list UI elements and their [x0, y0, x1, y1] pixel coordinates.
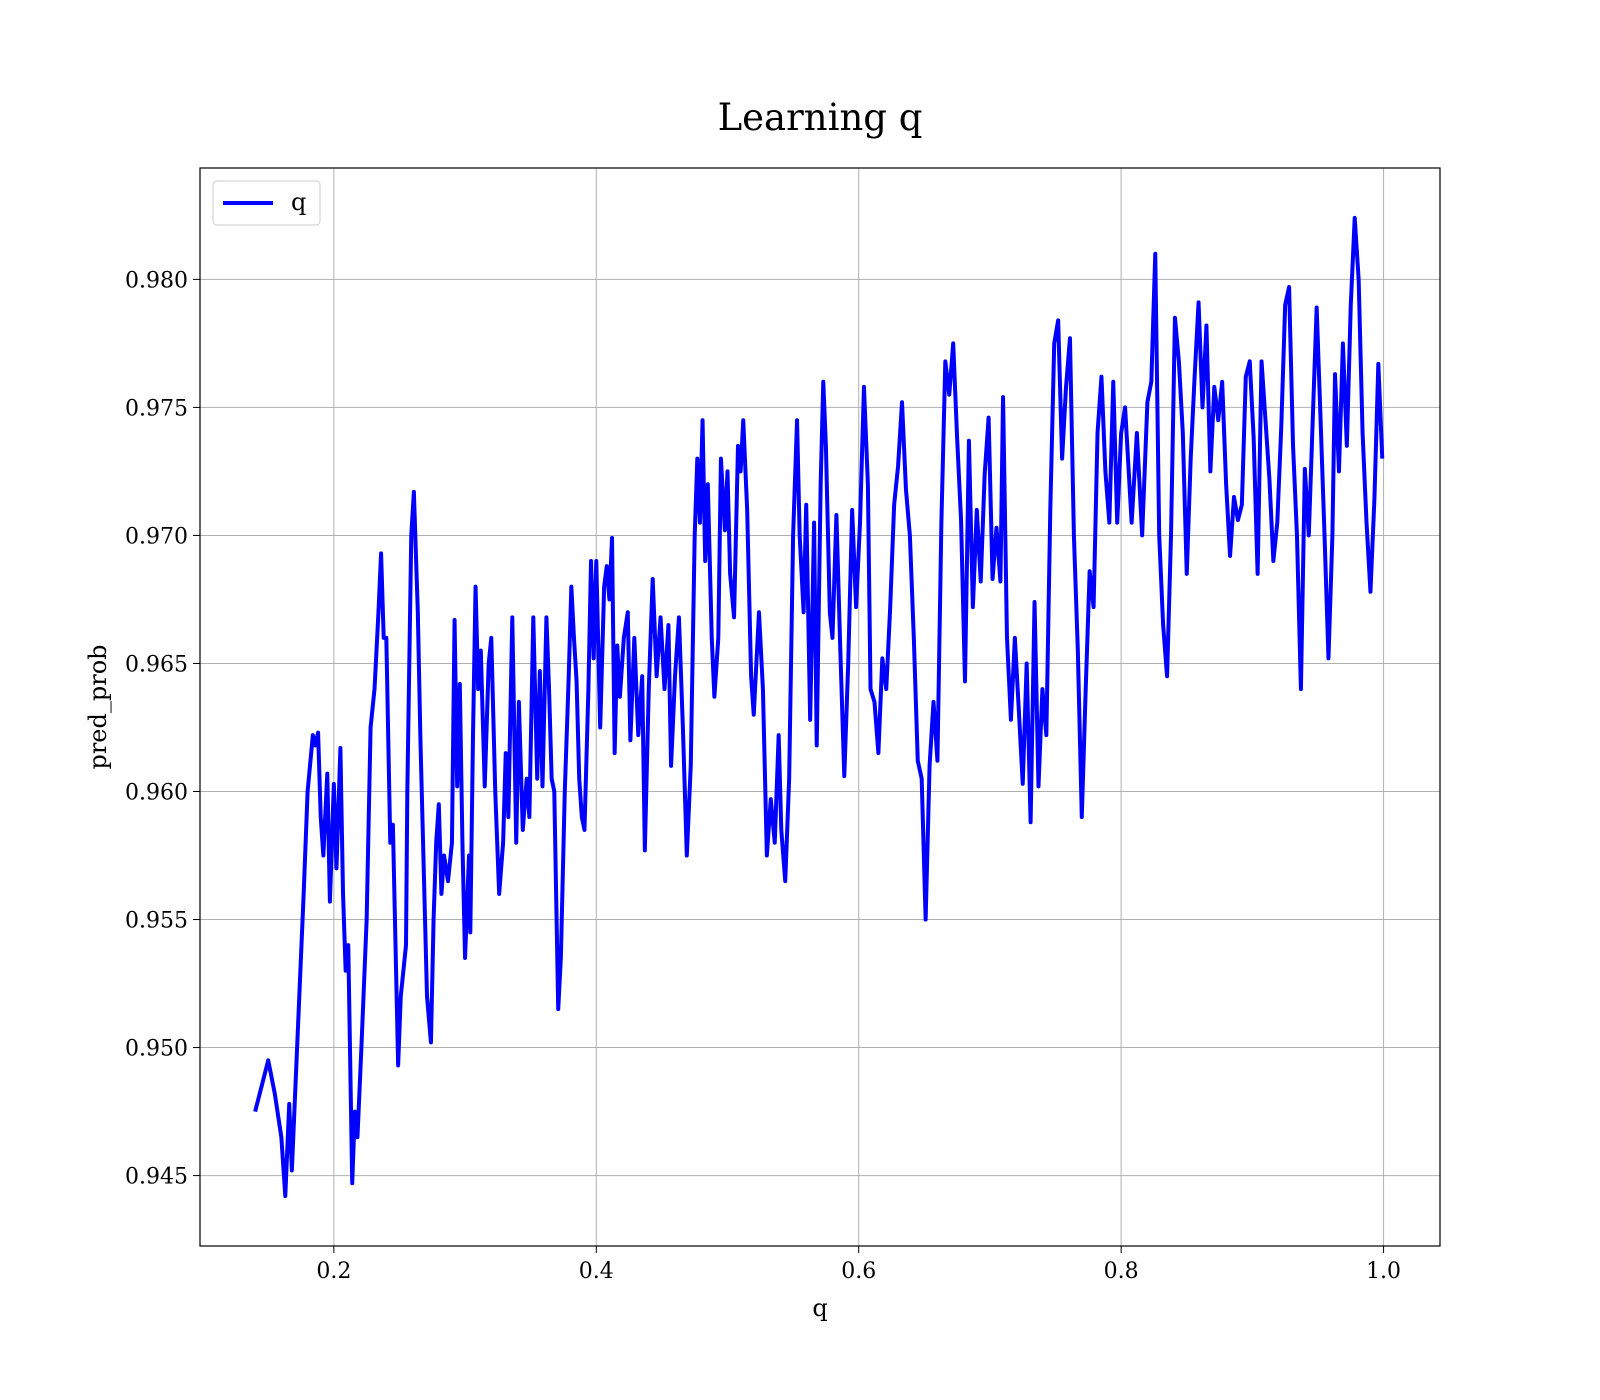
legend: q [212, 180, 321, 226]
y-tick-label: 0.950 [125, 1037, 188, 1062]
chart-title: Learning q [718, 96, 923, 139]
y-axis-label: pred_prob [84, 644, 112, 769]
y-tick-label: 0.955 [125, 909, 188, 934]
y-tick-label: 0.970 [125, 524, 188, 549]
x-tick-label: 0.6 [841, 1259, 876, 1284]
legend-label: q [291, 188, 306, 216]
x-tick-label: 0.4 [579, 1259, 614, 1284]
data-line [253, 215, 1385, 1199]
x-tick-label: 1.0 [1366, 1259, 1401, 1284]
y-tick-label: 0.980 [125, 268, 188, 293]
x-axis-label: q [812, 1294, 827, 1322]
y-tick-label: 0.945 [125, 1165, 188, 1190]
x-tick-label: 0.2 [316, 1259, 351, 1284]
y-tick-label: 0.965 [125, 652, 188, 677]
plot-frame [199, 167, 1441, 1247]
y-tick-label: 0.975 [125, 396, 188, 421]
y-tick-label: 0.960 [125, 780, 188, 805]
x-tick-label: 0.8 [1104, 1259, 1139, 1284]
